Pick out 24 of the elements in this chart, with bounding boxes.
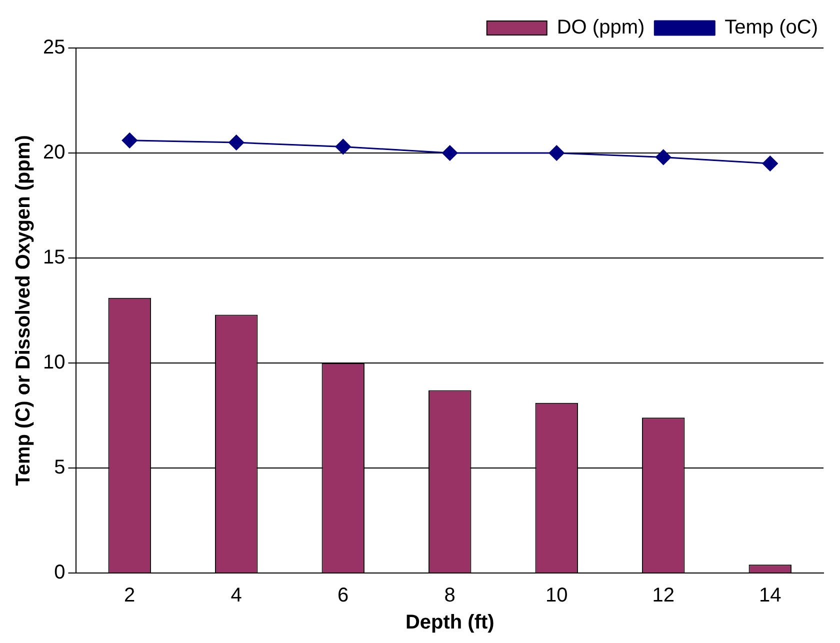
point bbox=[442, 145, 458, 161]
y-tick-label: 25 bbox=[42, 36, 66, 59]
x-tick-label: 12 bbox=[652, 584, 674, 607]
x-axis-title: Depth (ft) bbox=[405, 612, 494, 634]
point bbox=[762, 156, 778, 172]
y-tick-label: 20 bbox=[42, 142, 66, 164]
point bbox=[122, 132, 138, 148]
y-tick-label: 5 bbox=[54, 456, 66, 479]
point bbox=[548, 145, 564, 161]
x-tick-label: 8 bbox=[444, 584, 456, 607]
y-tick-label: 0 bbox=[54, 562, 66, 584]
legend-label: Temp (oC) bbox=[724, 16, 818, 39]
legend-label: DO (ppm) bbox=[556, 16, 645, 39]
x-tick-label: 4 bbox=[230, 584, 242, 607]
x-tick-label: 14 bbox=[759, 584, 782, 607]
point bbox=[228, 134, 244, 150]
y-axis-title: Temp (C) or Dissolved Oxygen (ppm) bbox=[12, 135, 35, 486]
point bbox=[656, 149, 672, 165]
point bbox=[335, 138, 351, 154]
x-tick-label: 2 bbox=[124, 584, 136, 607]
y-tick-label: 15 bbox=[42, 246, 66, 269]
y-tick-label: 10 bbox=[42, 352, 66, 374]
x-tick-label: 6 bbox=[338, 584, 349, 607]
x-tick-label: 10 bbox=[546, 584, 568, 607]
